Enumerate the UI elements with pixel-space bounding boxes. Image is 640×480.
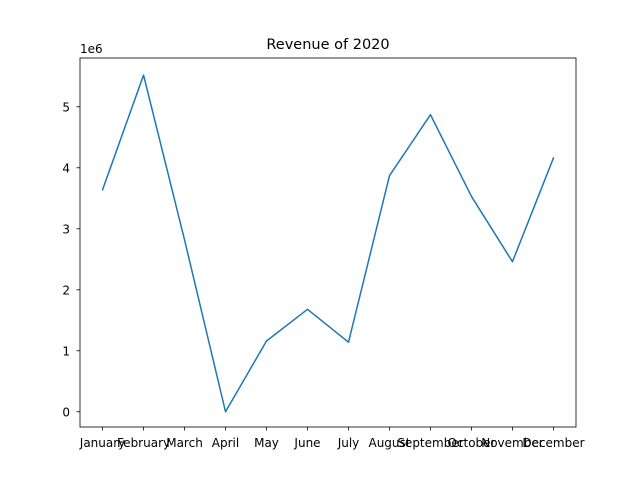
x-tick-label-may: May [254, 436, 279, 450]
x-tick-label-march: March [166, 436, 203, 450]
y-tick-label: 0 [62, 405, 70, 419]
x-tick-label-november: November [481, 436, 543, 450]
x-tick-label-december: December [522, 436, 584, 450]
x-tick-label-april: April [212, 436, 239, 450]
y-tick-label: 3 [62, 222, 70, 236]
y-tick-label: 4 [62, 161, 70, 175]
x-tick-label-august: August [368, 436, 410, 450]
axes-frame [79, 57, 577, 428]
series-line-0 [101, 74, 555, 413]
x-tick-label-september: September [397, 436, 463, 450]
x-tick-label-october: October [447, 436, 495, 450]
chart-title: Revenue of 2020 [266, 37, 389, 53]
x-tick-label-february: February [117, 436, 170, 450]
x-tick-label-january: January [79, 436, 126, 450]
y-tick-label: 5 [62, 100, 70, 114]
x-tick-label-june: June [293, 436, 320, 450]
y-offset-label: 1e6 [80, 42, 103, 56]
x-tick-label-july: July [337, 436, 360, 450]
y-tick-label: 1 [62, 344, 70, 358]
y-tick-label: 2 [62, 283, 70, 297]
